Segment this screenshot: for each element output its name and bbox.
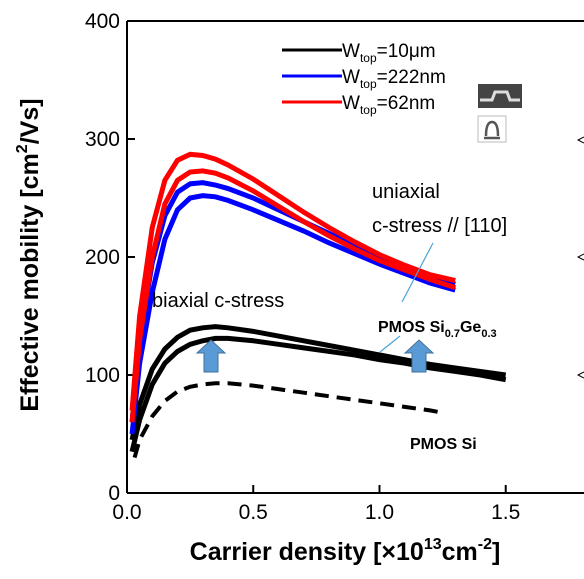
series-line <box>129 168 457 423</box>
x-label-part: ] <box>492 538 500 566</box>
annotation: c-stress // [110] <box>372 215 507 237</box>
legend-label-part: top <box>360 77 377 91</box>
y-tick-label: 100 <box>85 364 120 387</box>
y-tick-label: 400 <box>85 10 120 33</box>
x-axis-label: Carrier density [×1013cm-2] <box>190 536 501 566</box>
legend-label: Wtop=62nm <box>342 93 435 117</box>
legend-label-part: W <box>342 93 360 114</box>
x-label-part: cm <box>442 538 478 566</box>
plot-area: 0 100 200 300 400 0.0 0.5 1.0 1.5 <box>85 10 584 524</box>
y-label-sup: 2 <box>14 144 31 153</box>
legend-label: Wtop=222nm <box>342 67 446 91</box>
legend-image <box>480 90 520 102</box>
x-tick-label: 1.5 <box>491 501 520 524</box>
legend-label-part: W <box>342 41 360 62</box>
annotation: PMOS Si <box>410 436 477 453</box>
legend-image <box>478 84 522 108</box>
annotation: biaxial c-stress <box>152 290 284 312</box>
legend-label: Wtop=10μm <box>342 41 436 65</box>
x-label-sup: 13 <box>424 536 442 553</box>
x-label-part: Carrier density [×10 <box>190 538 424 566</box>
legend-label-part: W <box>342 67 360 88</box>
callout-line <box>379 335 401 353</box>
y-tick-label: 300 <box>85 128 120 151</box>
arrow <box>195 339 227 373</box>
x-tick-label: 1.0 <box>365 501 394 524</box>
series-line <box>132 381 443 459</box>
annotation-part: Ge <box>460 319 481 336</box>
y-axis-label: Effective mobility [cm2/Vs] <box>14 98 44 411</box>
x-label-sup: -2 <box>478 536 492 553</box>
callout-line <box>401 242 434 303</box>
legend-label-part: =62nm <box>377 93 436 114</box>
y-label-part: /Vs] <box>16 98 44 144</box>
series-line <box>129 193 456 435</box>
y-tick-label: 0 <box>108 482 120 505</box>
legend-label-part: top <box>360 51 377 65</box>
y-tick-label: 200 <box>85 246 120 269</box>
legend-label-part: =222nm <box>377 67 446 88</box>
annotation: PMOS Si0.7Ge0.3 <box>378 319 497 340</box>
annotation: uniaxial <box>372 181 440 203</box>
arrow <box>403 339 435 373</box>
annotation-sub: 0.3 <box>481 328 496 340</box>
legend-label-part: top <box>360 103 377 117</box>
legend-label-part: =10μm <box>377 41 436 62</box>
legend-image <box>484 120 500 140</box>
series-line <box>129 151 456 411</box>
x-tick-label: 0.0 <box>112 501 141 524</box>
edge-mark <box>576 136 584 379</box>
y-label-part: Effective mobility [cm <box>16 153 44 411</box>
annotation-part: PMOS Si <box>378 319 445 336</box>
annotation-sub: 0.7 <box>445 328 460 340</box>
x-tick-label: 0.5 <box>239 501 268 524</box>
